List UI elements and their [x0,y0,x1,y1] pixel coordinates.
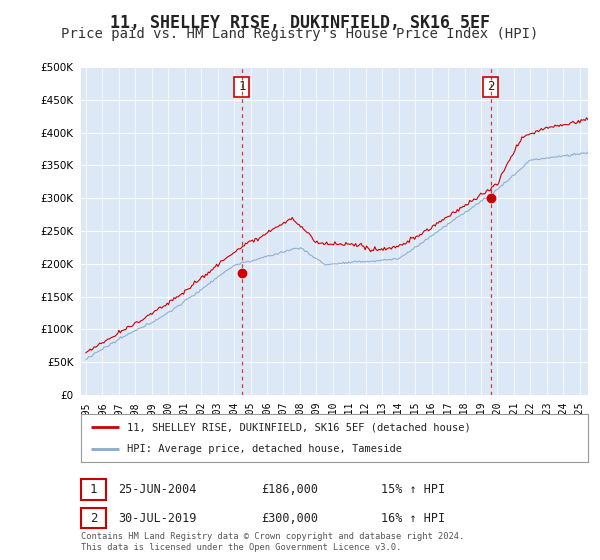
Text: 2: 2 [487,80,494,94]
Text: 2: 2 [90,511,97,525]
Text: £300,000: £300,000 [261,511,318,525]
Text: 1: 1 [238,80,246,94]
Text: 25-JUN-2004: 25-JUN-2004 [118,483,197,496]
Text: Price paid vs. HM Land Registry's House Price Index (HPI): Price paid vs. HM Land Registry's House … [61,27,539,41]
Text: 11, SHELLEY RISE, DUKINFIELD, SK16 5EF: 11, SHELLEY RISE, DUKINFIELD, SK16 5EF [110,14,490,32]
Text: 16% ↑ HPI: 16% ↑ HPI [381,511,445,525]
Text: £186,000: £186,000 [261,483,318,496]
Text: Contains HM Land Registry data © Crown copyright and database right 2024.
This d: Contains HM Land Registry data © Crown c… [81,532,464,552]
Text: 15% ↑ HPI: 15% ↑ HPI [381,483,445,496]
Text: 1: 1 [90,483,97,496]
Text: 30-JUL-2019: 30-JUL-2019 [118,511,197,525]
Text: 11, SHELLEY RISE, DUKINFIELD, SK16 5EF (detached house): 11, SHELLEY RISE, DUKINFIELD, SK16 5EF (… [127,422,470,432]
Text: HPI: Average price, detached house, Tameside: HPI: Average price, detached house, Tame… [127,444,401,454]
